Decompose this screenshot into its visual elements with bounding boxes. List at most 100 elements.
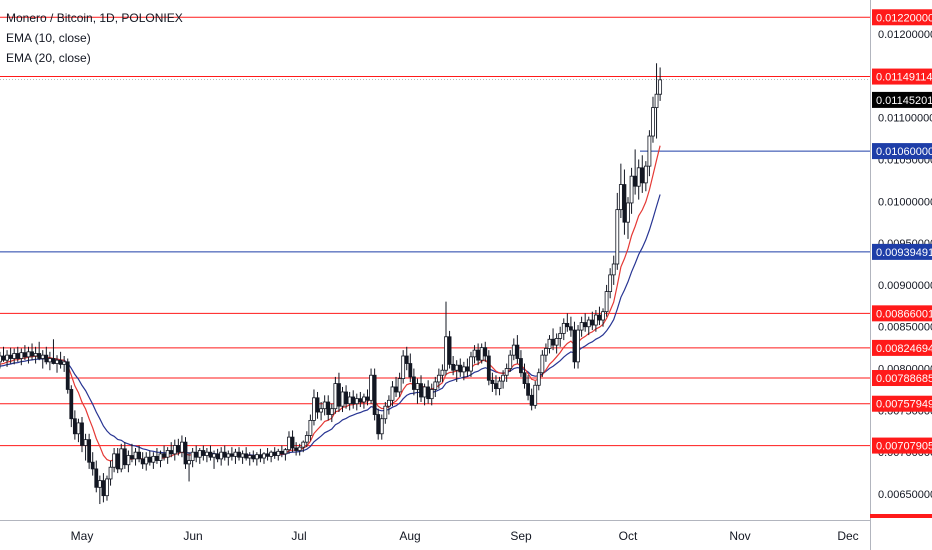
- svg-text:0.01220000: 0.01220000: [876, 12, 932, 24]
- candle: [436, 368, 441, 389]
- candle: [276, 448, 281, 461]
- candle: [547, 335, 552, 354]
- candle: [44, 346, 49, 365]
- candle: [404, 346, 409, 371]
- candle: [647, 130, 652, 177]
- candle: [51, 339, 56, 365]
- candle: [340, 386, 345, 413]
- candle: [451, 356, 456, 376]
- chart-legend: Monero / Bitcoin, 1D, POLONIEX EMA (10, …: [6, 8, 183, 68]
- x-tick-label: Jun: [183, 529, 202, 543]
- candle: [208, 445, 213, 461]
- candle: [444, 301, 448, 376]
- candle: [333, 376, 338, 414]
- candle: [47, 351, 52, 371]
- candle: [287, 431, 291, 454]
- ema10-series: [0, 145, 661, 462]
- candle: [579, 316, 584, 337]
- candle: [201, 445, 206, 461]
- candle: [0, 351, 2, 369]
- candle: [576, 325, 580, 369]
- candle: [633, 149, 638, 195]
- candle: [454, 360, 459, 382]
- candle: [344, 385, 348, 409]
- price-tag-3[interactable]: 0.00939491: [872, 243, 932, 260]
- legend-ema20: EMA (20, close): [6, 51, 91, 65]
- candle: [536, 368, 541, 391]
- candle: [519, 350, 523, 377]
- ema20-line: [0, 194, 661, 457]
- price-tag-6[interactable]: 0.00788685: [872, 370, 932, 387]
- candle: [80, 417, 84, 453]
- candle: [76, 418, 81, 443]
- candle: [172, 439, 177, 461]
- price-tag-1[interactable]: 0.01149114: [872, 68, 932, 85]
- candle: [279, 445, 284, 458]
- candle: [240, 450, 245, 464]
- candle: [351, 390, 356, 409]
- candle: [215, 448, 220, 463]
- candle: [326, 395, 331, 421]
- candle: [629, 167, 634, 214]
- candles: [0, 63, 663, 505]
- candle: [601, 308, 605, 327]
- candle: [415, 378, 420, 404]
- candle: [94, 460, 99, 493]
- candle: [290, 430, 295, 453]
- candle: [515, 335, 520, 364]
- candle: [19, 348, 24, 366]
- candle: [497, 376, 502, 396]
- candle: [551, 328, 555, 351]
- candle: [447, 330, 452, 369]
- candle: [401, 350, 406, 384]
- candle: [483, 341, 488, 362]
- candle: [658, 67, 663, 101]
- candle: [72, 410, 77, 440]
- price-tag-7[interactable]: 0.00757949: [872, 395, 932, 412]
- ema10-line: [0, 145, 661, 462]
- y-tick-label: 0.00900000: [878, 280, 932, 292]
- candle: [272, 447, 277, 459]
- last-price-tag[interactable]: 0.01145201: [872, 91, 932, 108]
- candle: [522, 363, 527, 389]
- candle: [237, 447, 241, 461]
- candle: [337, 372, 341, 413]
- candle: [12, 348, 17, 365]
- candle: [322, 395, 327, 416]
- candle: [561, 318, 566, 341]
- candle: [158, 450, 163, 468]
- candle: [394, 376, 398, 397]
- y-tick-label: 0.00650000: [878, 489, 932, 501]
- price-tag-2[interactable]: 0.01060000: [872, 143, 932, 160]
- candle: [433, 376, 438, 397]
- x-tick-label: Oct: [619, 529, 638, 543]
- candle: [586, 316, 591, 336]
- candle: [622, 169, 627, 235]
- candle: [419, 375, 423, 402]
- candle: [504, 363, 509, 382]
- price-tag-5[interactable]: 0.00824694: [872, 339, 932, 356]
- candle: [197, 448, 202, 464]
- candle: [126, 450, 131, 473]
- candle: [640, 155, 645, 193]
- price-tag-8[interactable]: 0.00707905: [872, 437, 932, 454]
- candle: [283, 448, 288, 461]
- candle: [544, 343, 548, 362]
- candle: [180, 435, 184, 458]
- candle: [643, 161, 648, 192]
- candle: [329, 403, 334, 423]
- price-tag-0[interactable]: 0.01220000: [872, 9, 932, 26]
- candle: [461, 361, 466, 381]
- candle: [115, 448, 120, 474]
- svg-text:0.00866001: 0.00866001: [876, 308, 932, 320]
- candle: [190, 448, 195, 468]
- candle: [558, 326, 563, 347]
- candle: [429, 383, 434, 406]
- x-tick-label: Aug: [399, 529, 420, 543]
- candle: [608, 268, 613, 299]
- candle: [187, 452, 191, 482]
- price-tag-4[interactable]: 0.00866001: [872, 305, 932, 322]
- candle: [87, 433, 92, 469]
